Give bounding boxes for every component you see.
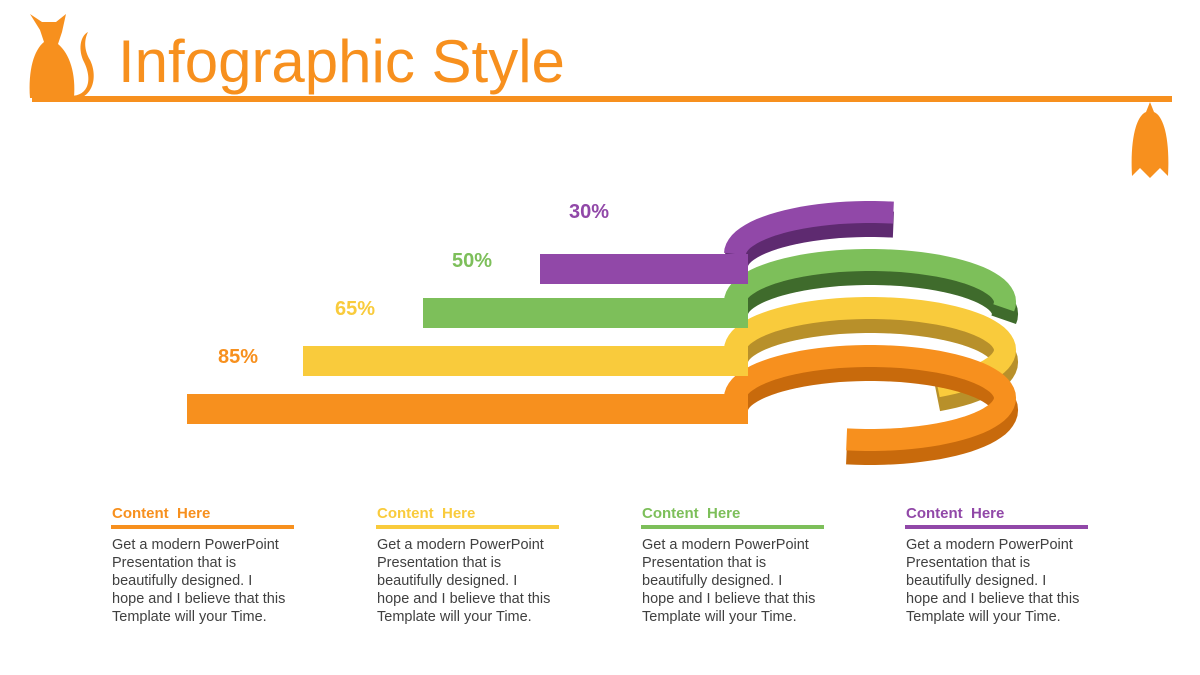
column-body: Get a modern PowerPoint xyxy=(642,537,809,553)
bat-icon xyxy=(1131,102,1169,178)
ring xyxy=(724,297,1017,398)
column-body: beautifully designed. I xyxy=(642,573,782,589)
columns: Content Here Get a modern PowerPoint Prese… xyxy=(111,505,1088,625)
column-body: Presentation that is xyxy=(642,555,766,571)
percent-label: 50% xyxy=(452,250,492,272)
column-body: hope and I believe that this xyxy=(642,591,815,607)
percent-label: 65% xyxy=(335,298,375,320)
title: Infographic Style xyxy=(118,28,565,95)
column-body: Get a modern PowerPoint xyxy=(906,537,1073,553)
column-body: hope and I believe that this xyxy=(377,591,550,607)
percent-label: 30% xyxy=(569,201,609,223)
ring xyxy=(724,249,1017,312)
ring xyxy=(724,345,1017,451)
column-heading: Content Here xyxy=(642,505,740,522)
column-heading: Content Here xyxy=(112,505,210,522)
column-rule xyxy=(905,525,1088,529)
column-body: hope and I believe that this xyxy=(906,591,1079,607)
bar xyxy=(540,254,748,284)
rings xyxy=(722,201,1019,465)
column-body: Get a modern PowerPoint xyxy=(377,537,544,553)
column-heading: Content Here xyxy=(906,505,1004,522)
column-body: Template will your Time. xyxy=(906,609,1061,625)
column-body: Get a modern PowerPoint xyxy=(112,537,279,553)
column-rule xyxy=(111,525,294,529)
column-rule xyxy=(641,525,824,529)
bar xyxy=(423,298,748,328)
column-body: Template will your Time. xyxy=(642,609,797,625)
column-body: hope and I believe that this xyxy=(112,591,285,607)
column-body: beautifully designed. I xyxy=(377,573,517,589)
title-rule xyxy=(32,96,1172,102)
column-body: Presentation that is xyxy=(377,555,501,571)
column-body: Template will your Time. xyxy=(377,609,532,625)
bar xyxy=(303,346,748,376)
bars: 85% 65% 50% 30% xyxy=(187,201,748,424)
ring-depth xyxy=(722,355,1019,465)
cat-icon xyxy=(29,14,94,100)
column-body: beautifully designed. I xyxy=(906,573,1046,589)
column-rule xyxy=(376,525,559,529)
column-body: Presentation that is xyxy=(906,555,1030,571)
ring xyxy=(724,201,894,256)
column-body: Presentation that is xyxy=(112,555,236,571)
column-heading: Content Here xyxy=(377,505,475,522)
bar xyxy=(187,394,748,424)
column-body: beautifully designed. I xyxy=(112,573,252,589)
percent-label: 85% xyxy=(218,346,258,368)
column-body: Template will your Time. xyxy=(112,609,267,625)
